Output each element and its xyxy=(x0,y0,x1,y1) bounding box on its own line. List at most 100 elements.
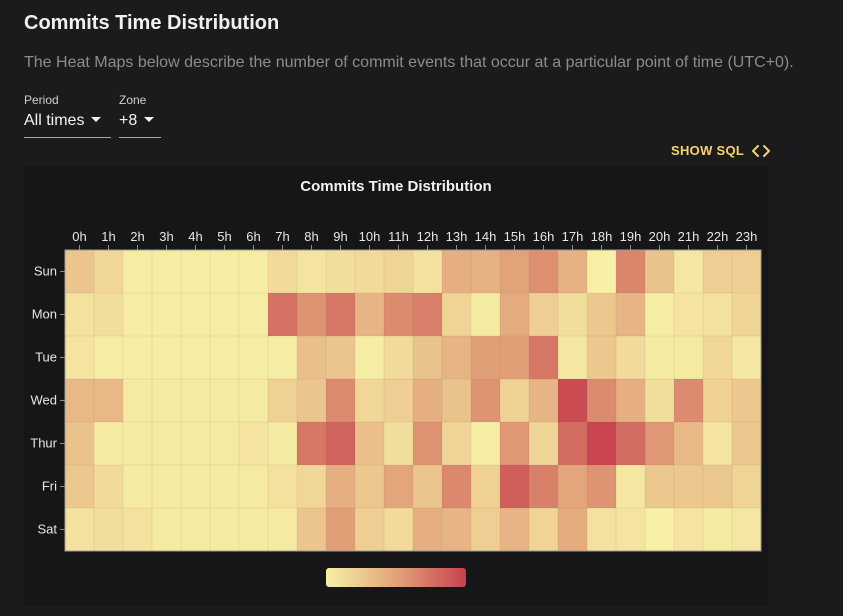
show-sql-button[interactable]: SHOW SQL xyxy=(671,143,771,158)
heatmap-cell[interactable] xyxy=(297,336,326,379)
heatmap-cell[interactable] xyxy=(123,508,152,551)
heatmap-cell[interactable] xyxy=(500,422,529,465)
heatmap-cell[interactable] xyxy=(268,508,297,551)
heatmap-cell[interactable] xyxy=(587,293,616,336)
heatmap-cell[interactable] xyxy=(297,465,326,508)
heatmap-cell[interactable] xyxy=(355,250,384,293)
heatmap-cell[interactable] xyxy=(65,508,94,551)
heatmap-cell[interactable] xyxy=(94,379,123,422)
heatmap-cell[interactable] xyxy=(674,508,703,551)
heatmap-cell[interactable] xyxy=(645,508,674,551)
heatmap-cell[interactable] xyxy=(471,250,500,293)
heatmap-cell[interactable] xyxy=(297,250,326,293)
heatmap-cell[interactable] xyxy=(558,293,587,336)
heatmap-cell[interactable] xyxy=(529,465,558,508)
heatmap-cell[interactable] xyxy=(732,293,761,336)
heatmap-cell[interactable] xyxy=(94,336,123,379)
heatmap-cell[interactable] xyxy=(587,508,616,551)
heatmap-cell[interactable] xyxy=(442,336,471,379)
heatmap-cell[interactable] xyxy=(326,379,355,422)
heatmap-cell[interactable] xyxy=(442,422,471,465)
heatmap-cell[interactable] xyxy=(384,336,413,379)
heatmap-cell[interactable] xyxy=(471,293,500,336)
heatmap-cell[interactable] xyxy=(297,379,326,422)
heatmap-cell[interactable] xyxy=(297,293,326,336)
period-select[interactable]: Period All times xyxy=(24,92,111,138)
heatmap-cell[interactable] xyxy=(645,422,674,465)
heatmap-cell[interactable] xyxy=(94,250,123,293)
heatmap-cell[interactable] xyxy=(123,336,152,379)
heatmap-cell[interactable] xyxy=(529,336,558,379)
heatmap-cell[interactable] xyxy=(181,465,210,508)
heatmap-cell[interactable] xyxy=(500,293,529,336)
heatmap-cell[interactable] xyxy=(674,379,703,422)
heatmap-cell[interactable] xyxy=(268,379,297,422)
heatmap-cell[interactable] xyxy=(558,422,587,465)
heatmap-cell[interactable] xyxy=(210,293,239,336)
heatmap-cell[interactable] xyxy=(65,250,94,293)
heatmap-cell[interactable] xyxy=(732,336,761,379)
heatmap-cell[interactable] xyxy=(239,293,268,336)
heatmap-cell[interactable] xyxy=(355,336,384,379)
heatmap-cell[interactable] xyxy=(152,250,181,293)
heatmap-cell[interactable] xyxy=(500,336,529,379)
heatmap-cell[interactable] xyxy=(645,250,674,293)
heatmap-cell[interactable] xyxy=(471,508,500,551)
heatmap-cell[interactable] xyxy=(123,379,152,422)
heatmap-cell[interactable] xyxy=(210,422,239,465)
heatmap-cell[interactable] xyxy=(210,336,239,379)
heatmap-cell[interactable] xyxy=(471,336,500,379)
heatmap-cell[interactable] xyxy=(210,508,239,551)
heatmap-cell[interactable] xyxy=(587,336,616,379)
heatmap-cell[interactable] xyxy=(326,508,355,551)
heatmap-cell[interactable] xyxy=(326,293,355,336)
heatmap-cell[interactable] xyxy=(732,465,761,508)
heatmap-cell[interactable] xyxy=(558,250,587,293)
heatmap-cell[interactable] xyxy=(94,422,123,465)
heatmap-cell[interactable] xyxy=(471,422,500,465)
heatmap-cell[interactable] xyxy=(65,293,94,336)
heatmap-cell[interactable] xyxy=(65,422,94,465)
heatmap-cell[interactable] xyxy=(181,379,210,422)
heatmap-cell[interactable] xyxy=(152,379,181,422)
heatmap-cell[interactable] xyxy=(529,422,558,465)
heatmap-cell[interactable] xyxy=(123,465,152,508)
heatmap-cell[interactable] xyxy=(703,422,732,465)
heatmap-cell[interactable] xyxy=(123,422,152,465)
heatmap-cell[interactable] xyxy=(326,250,355,293)
heatmap-cell[interactable] xyxy=(732,422,761,465)
heatmap-cell[interactable] xyxy=(355,293,384,336)
heatmap-cell[interactable] xyxy=(645,465,674,508)
heatmap-cell[interactable] xyxy=(674,250,703,293)
color-scale-legend[interactable] xyxy=(326,568,466,587)
heatmap-cell[interactable] xyxy=(616,508,645,551)
heatmap-cell[interactable] xyxy=(239,508,268,551)
heatmap-cell[interactable] xyxy=(94,293,123,336)
heatmap-cell[interactable] xyxy=(529,293,558,336)
heatmap-cell[interactable] xyxy=(65,379,94,422)
heatmap-cell[interactable] xyxy=(587,422,616,465)
heatmap-cell[interactable] xyxy=(413,336,442,379)
heatmap-cell[interactable] xyxy=(152,508,181,551)
heatmap-cell[interactable] xyxy=(355,465,384,508)
heatmap-cell[interactable] xyxy=(239,250,268,293)
heatmap-cell[interactable] xyxy=(616,336,645,379)
heatmap-cell[interactable] xyxy=(442,250,471,293)
heatmap-cell[interactable] xyxy=(645,293,674,336)
heatmap-cell[interactable] xyxy=(268,465,297,508)
heatmap-cell[interactable] xyxy=(558,379,587,422)
heatmap-cell[interactable] xyxy=(297,422,326,465)
heatmap-cell[interactable] xyxy=(616,293,645,336)
heatmap-cell[interactable] xyxy=(442,293,471,336)
heatmap-cell[interactable] xyxy=(703,250,732,293)
heatmap-cell[interactable] xyxy=(471,379,500,422)
heatmap-cell[interactable] xyxy=(326,336,355,379)
heatmap-cell[interactable] xyxy=(268,422,297,465)
heatmap-cell[interactable] xyxy=(181,336,210,379)
heatmap-cell[interactable] xyxy=(529,379,558,422)
heatmap-cell[interactable] xyxy=(326,465,355,508)
heatmap-cell[interactable] xyxy=(674,336,703,379)
heatmap-cell[interactable] xyxy=(384,293,413,336)
heatmap-cell[interactable] xyxy=(442,508,471,551)
heatmap-cell[interactable] xyxy=(471,465,500,508)
